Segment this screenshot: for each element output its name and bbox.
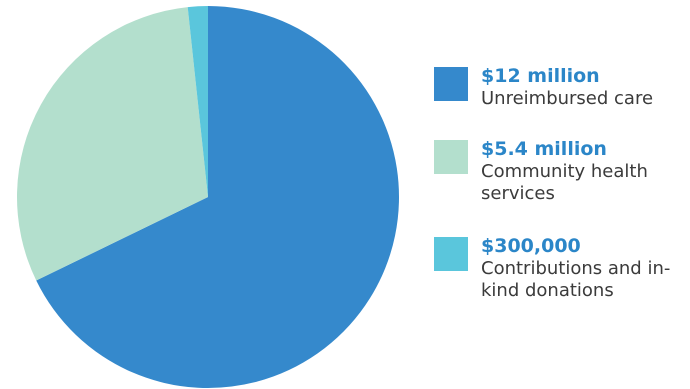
pie-slice-0: [36, 6, 400, 388]
legend-swatch: [434, 140, 468, 174]
legend-label: Community health services: [481, 161, 648, 204]
legend-label: Unreimbursed care: [481, 88, 654, 109]
legend-swatch: [434, 67, 468, 101]
legend-amount: $300,000: [481, 235, 581, 257]
pie-slice-1: [16, 7, 209, 281]
pie-slice-2: [187, 6, 208, 197]
legend-swatch: [434, 237, 468, 271]
legend-label: Contributions and in-kind donations: [481, 258, 671, 301]
legend-amount: $12 million: [481, 65, 600, 87]
legend-amount: $5.4 million: [481, 138, 607, 160]
pie-chart: [16, 6, 400, 388]
